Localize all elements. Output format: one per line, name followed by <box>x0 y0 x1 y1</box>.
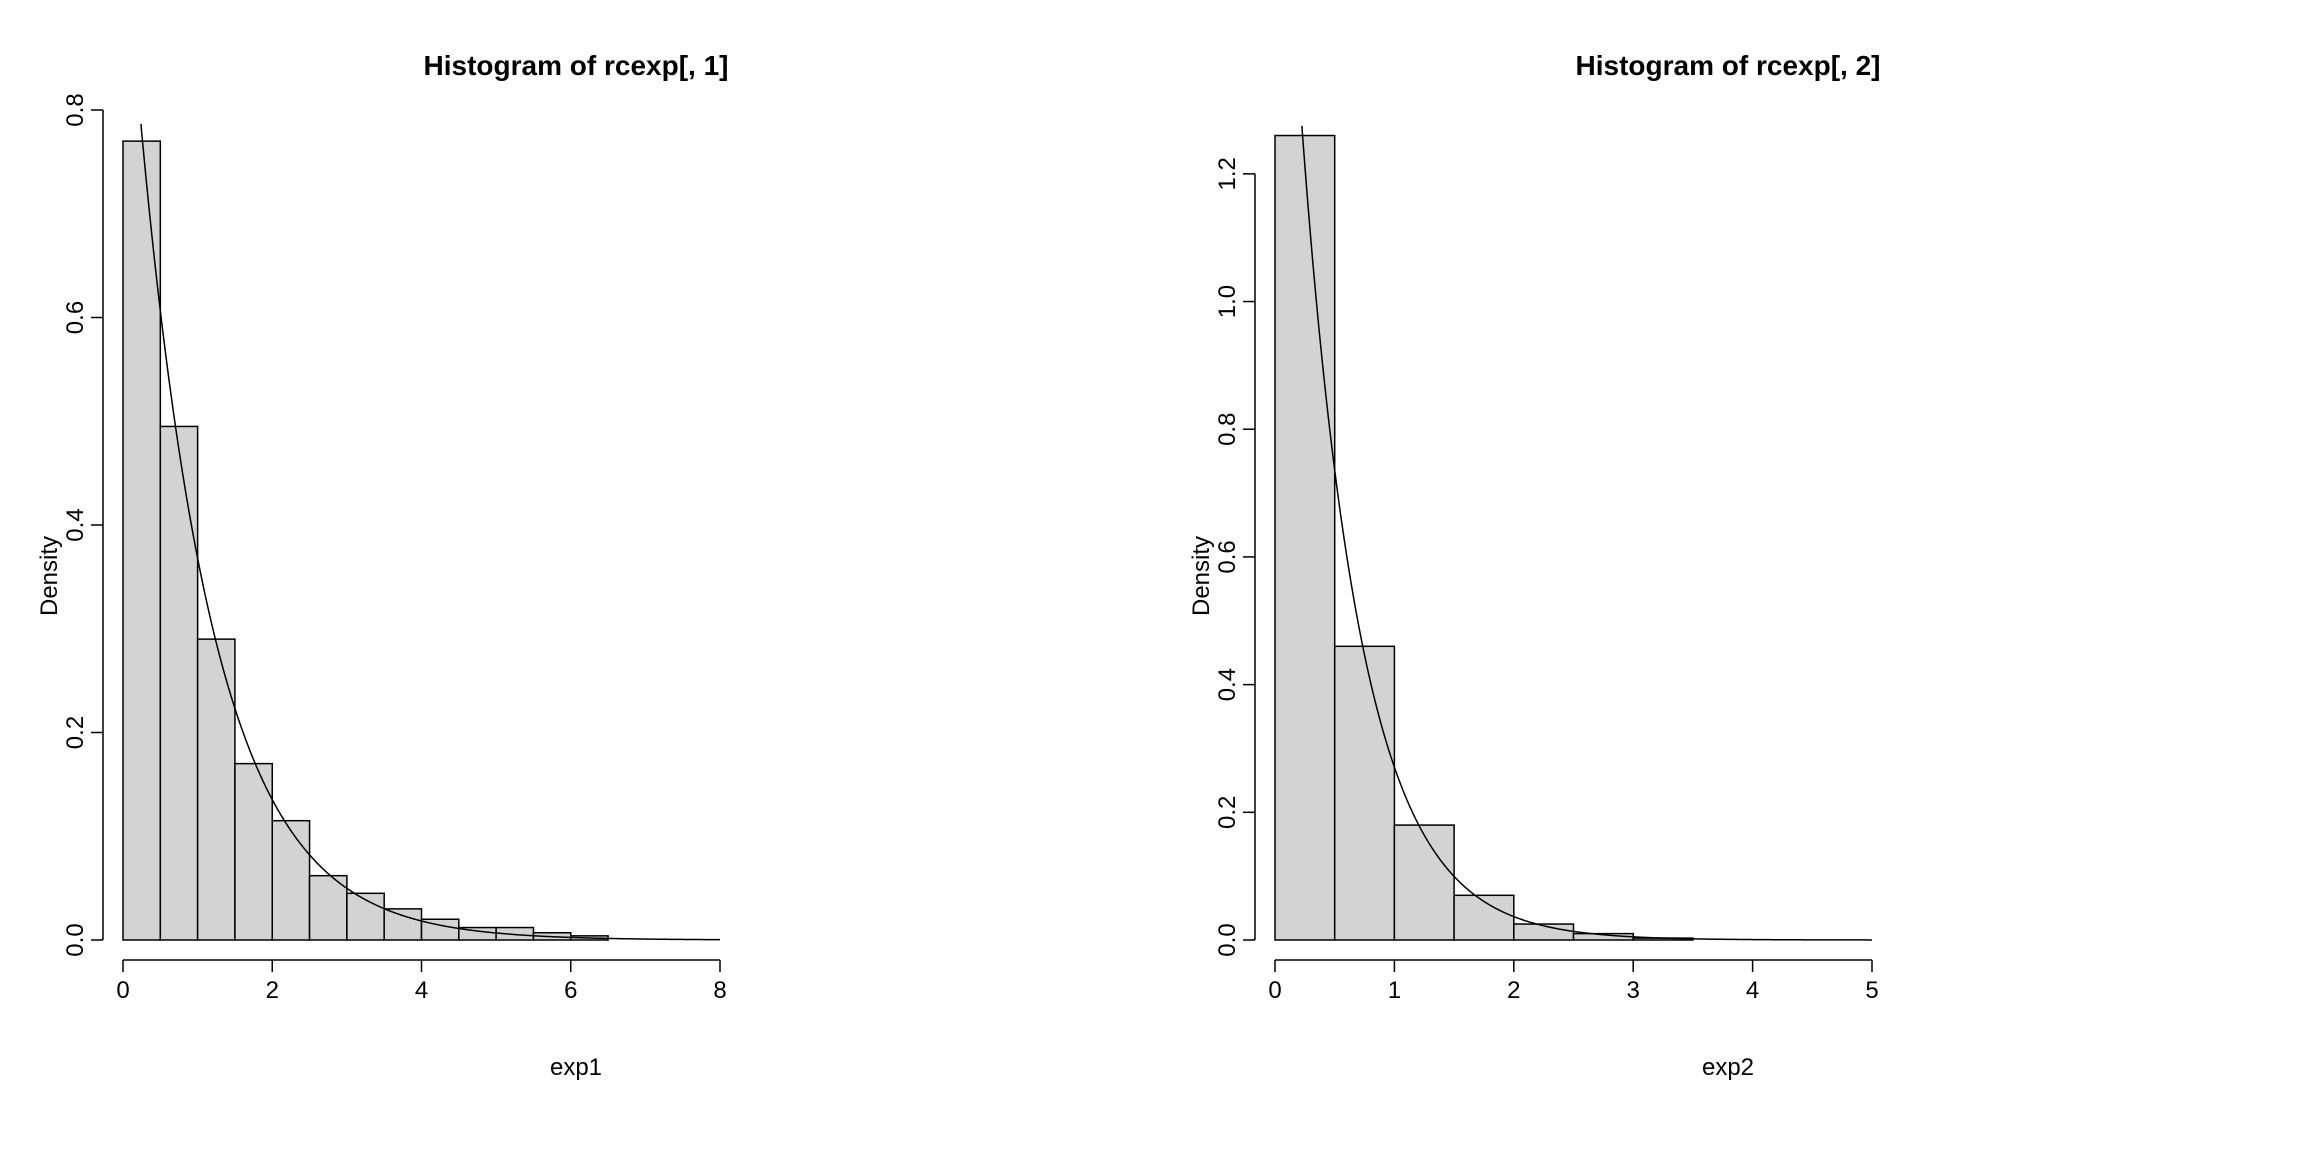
y-tick-label: 0.6 <box>1214 540 1241 573</box>
x-tick-label: 8 <box>713 977 726 1004</box>
y-tick-label: 0.8 <box>1214 413 1241 446</box>
histogram-bar <box>198 639 235 940</box>
chart-svg-right: 0 1 2 3 4 5 0.0 0.2 0.4 0.6 0.8 1.0 1.2 <box>1152 0 2304 1152</box>
panel-right: Histogram of rcexp[, 2] Density exp2 012… <box>1152 0 2304 1152</box>
x-tick-label: 0 <box>116 977 129 1004</box>
histogram-bar <box>272 821 309 940</box>
y-tick-label: 1.0 <box>1214 285 1241 318</box>
histogram-bar <box>1335 646 1395 940</box>
histogram-bar <box>1394 825 1454 940</box>
histogram-bar <box>310 876 347 940</box>
chart-svg-left: 0 2 4 6 8 0.0 0.2 0.4 0.6 0.8 <box>0 0 1152 1152</box>
x-tick-label: 4 <box>415 977 428 1004</box>
histogram-bar <box>384 909 421 940</box>
x-tick-label: 1 <box>1388 977 1401 1004</box>
x-tick-label: 6 <box>564 977 577 1004</box>
x-tick-label: 4 <box>1746 977 1759 1004</box>
y-tick-label: 0.4 <box>62 508 89 541</box>
x-tick-label: 3 <box>1627 977 1640 1004</box>
x-tick-label: 0 <box>1268 977 1281 1004</box>
panel-left: Histogram of rcexp[, 1] Density exp1 024… <box>0 0 1152 1152</box>
y-tick-label: 0.2 <box>1214 796 1241 829</box>
y-tick-label: 0.8 <box>62 93 89 126</box>
y-tick-label: 0.0 <box>62 923 89 956</box>
x-tick-label: 2 <box>266 977 279 1004</box>
histogram-bar <box>160 426 197 940</box>
x-tick-label: 5 <box>1865 977 1878 1004</box>
y-tick-label: 0.2 <box>62 716 89 749</box>
figure: Histogram of rcexp[, 1] Density exp1 024… <box>0 0 2304 1152</box>
x-tick-label: 2 <box>1507 977 1520 1004</box>
y-tick-label: 0.0 <box>1214 923 1241 956</box>
y-tick-label: 0.6 <box>62 301 89 334</box>
y-tick-label: 0.4 <box>1214 668 1241 701</box>
y-tick-label: 1.2 <box>1214 157 1241 190</box>
histogram-bar <box>1275 136 1335 940</box>
